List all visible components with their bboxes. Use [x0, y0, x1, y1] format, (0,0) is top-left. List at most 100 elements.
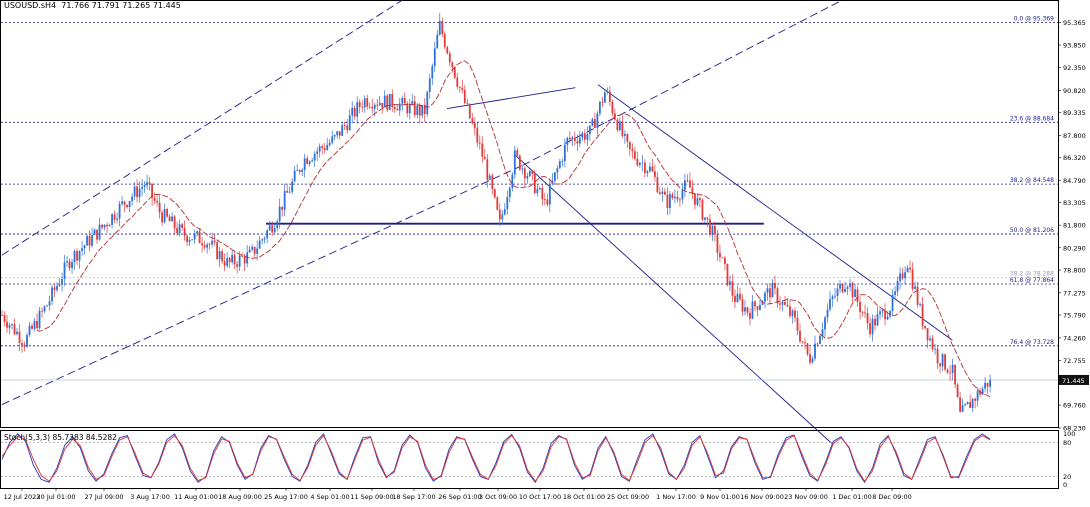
candle-body: [806, 343, 809, 354]
candle-body: [233, 254, 236, 265]
candle-body: [288, 191, 291, 193]
candle-body: [293, 170, 296, 182]
fib-label: 50.0 @ 81.206: [1010, 227, 1054, 234]
candle-body: [721, 257, 724, 259]
candle-body: [736, 293, 739, 303]
candle-body: [764, 292, 766, 302]
candle-body: [301, 169, 304, 172]
candle-body: [31, 325, 33, 329]
price-axis: 95.365 93.850 92.350 90.820 89.335 87.800 86.3…: [1058, 19, 1089, 433]
candle-body: [188, 239, 191, 243]
candle-body: [126, 204, 128, 208]
candle-body: [226, 258, 229, 266]
candle-body: [178, 224, 181, 234]
candle-body: [676, 196, 679, 200]
candle-body: [786, 304, 789, 307]
candle-body: [664, 191, 666, 195]
candle-body: [371, 106, 374, 109]
candle-body: [911, 269, 914, 289]
time-tick-label: 10 Oct 17:00: [519, 493, 561, 501]
candle-body: [311, 160, 314, 162]
candle-body: [696, 198, 699, 205]
candle-body: [166, 209, 169, 217]
candle-body: [181, 224, 184, 228]
candle-body: [921, 303, 924, 326]
candle-body: [108, 224, 111, 227]
candle-body: [491, 175, 494, 190]
candle-body: [53, 287, 56, 291]
candle-body: [951, 364, 954, 374]
candle-body: [353, 107, 356, 117]
candle-body: [851, 283, 854, 298]
candle-body: [651, 166, 654, 172]
candle-body: [416, 105, 419, 116]
candle-body: [669, 194, 671, 209]
fib-levels: 0.0 @ 95.369 23.6 @ 88.684 38.2 @ 84.548 50…: [1, 15, 1058, 347]
candle-body: [158, 202, 161, 213]
candle-body: [18, 331, 21, 344]
candle-body: [744, 307, 746, 312]
candle-body: [961, 405, 964, 412]
candle-body: [326, 144, 329, 150]
candle-body: [869, 323, 871, 335]
candle-body: [976, 390, 979, 401]
time-tick-label: 18 Sep 17:00: [392, 493, 435, 501]
candle-body: [413, 101, 416, 116]
candle-body: [341, 125, 344, 136]
time-tick-label: 8 Dec 09:00: [872, 493, 912, 501]
candle-body: [719, 252, 721, 258]
price-tick-label: 92.350: [1063, 64, 1086, 72]
candle-body: [338, 131, 341, 136]
candle-body: [68, 261, 71, 269]
candle-body: [601, 101, 604, 103]
candle-body: [573, 137, 576, 142]
time-tick-label: 20 Jul 01:00: [37, 493, 76, 501]
candle-body: [348, 115, 351, 131]
candle-body: [291, 181, 294, 192]
candle-body: [346, 125, 349, 131]
candle-body: [864, 312, 866, 314]
candle-body: [141, 187, 143, 189]
candle-body: [176, 228, 179, 234]
candle-body: [766, 288, 769, 293]
candle-body: [446, 47, 449, 54]
candle-body: [844, 288, 846, 292]
candle-body: [138, 188, 141, 198]
candle-body: [989, 379, 992, 387]
time-tick-label: 12 Jul 2023: [4, 493, 41, 501]
candle-body: [816, 343, 819, 345]
candle-body: [704, 217, 706, 220]
candle-body: [203, 245, 206, 248]
candle-body: [536, 189, 539, 194]
candle-body: [861, 312, 864, 313]
candle-body: [93, 229, 96, 235]
candle-body: [461, 87, 464, 91]
candle-body: [558, 161, 561, 169]
candle-body: [826, 309, 829, 318]
candle-body: [699, 198, 701, 201]
candle-body: [568, 137, 571, 140]
candle-body: [131, 196, 133, 202]
channel-line: [1, 164, 523, 405]
fib-label: 0.0 @ 95.369: [1014, 15, 1055, 22]
price-tick-label: 77.275: [1063, 289, 1086, 297]
candle-body: [611, 101, 614, 114]
candle-body: [781, 302, 784, 305]
candle-body: [356, 102, 359, 117]
candle-body: [208, 244, 211, 246]
candle-body: [486, 159, 489, 180]
candle-body: [331, 136, 334, 143]
time-tick-label: 9 Nov 01:00: [700, 493, 740, 501]
candle-body: [128, 201, 131, 208]
candle-body: [804, 342, 806, 344]
candle-body: [904, 272, 906, 279]
candle-body: [381, 102, 384, 108]
candle-body: [941, 354, 944, 367]
candle-body: [23, 344, 26, 347]
candle-body: [731, 281, 734, 296]
candle-body: [671, 194, 674, 199]
candle-body: [508, 187, 511, 198]
candle-body: [471, 118, 474, 124]
candle-body: [578, 137, 581, 144]
